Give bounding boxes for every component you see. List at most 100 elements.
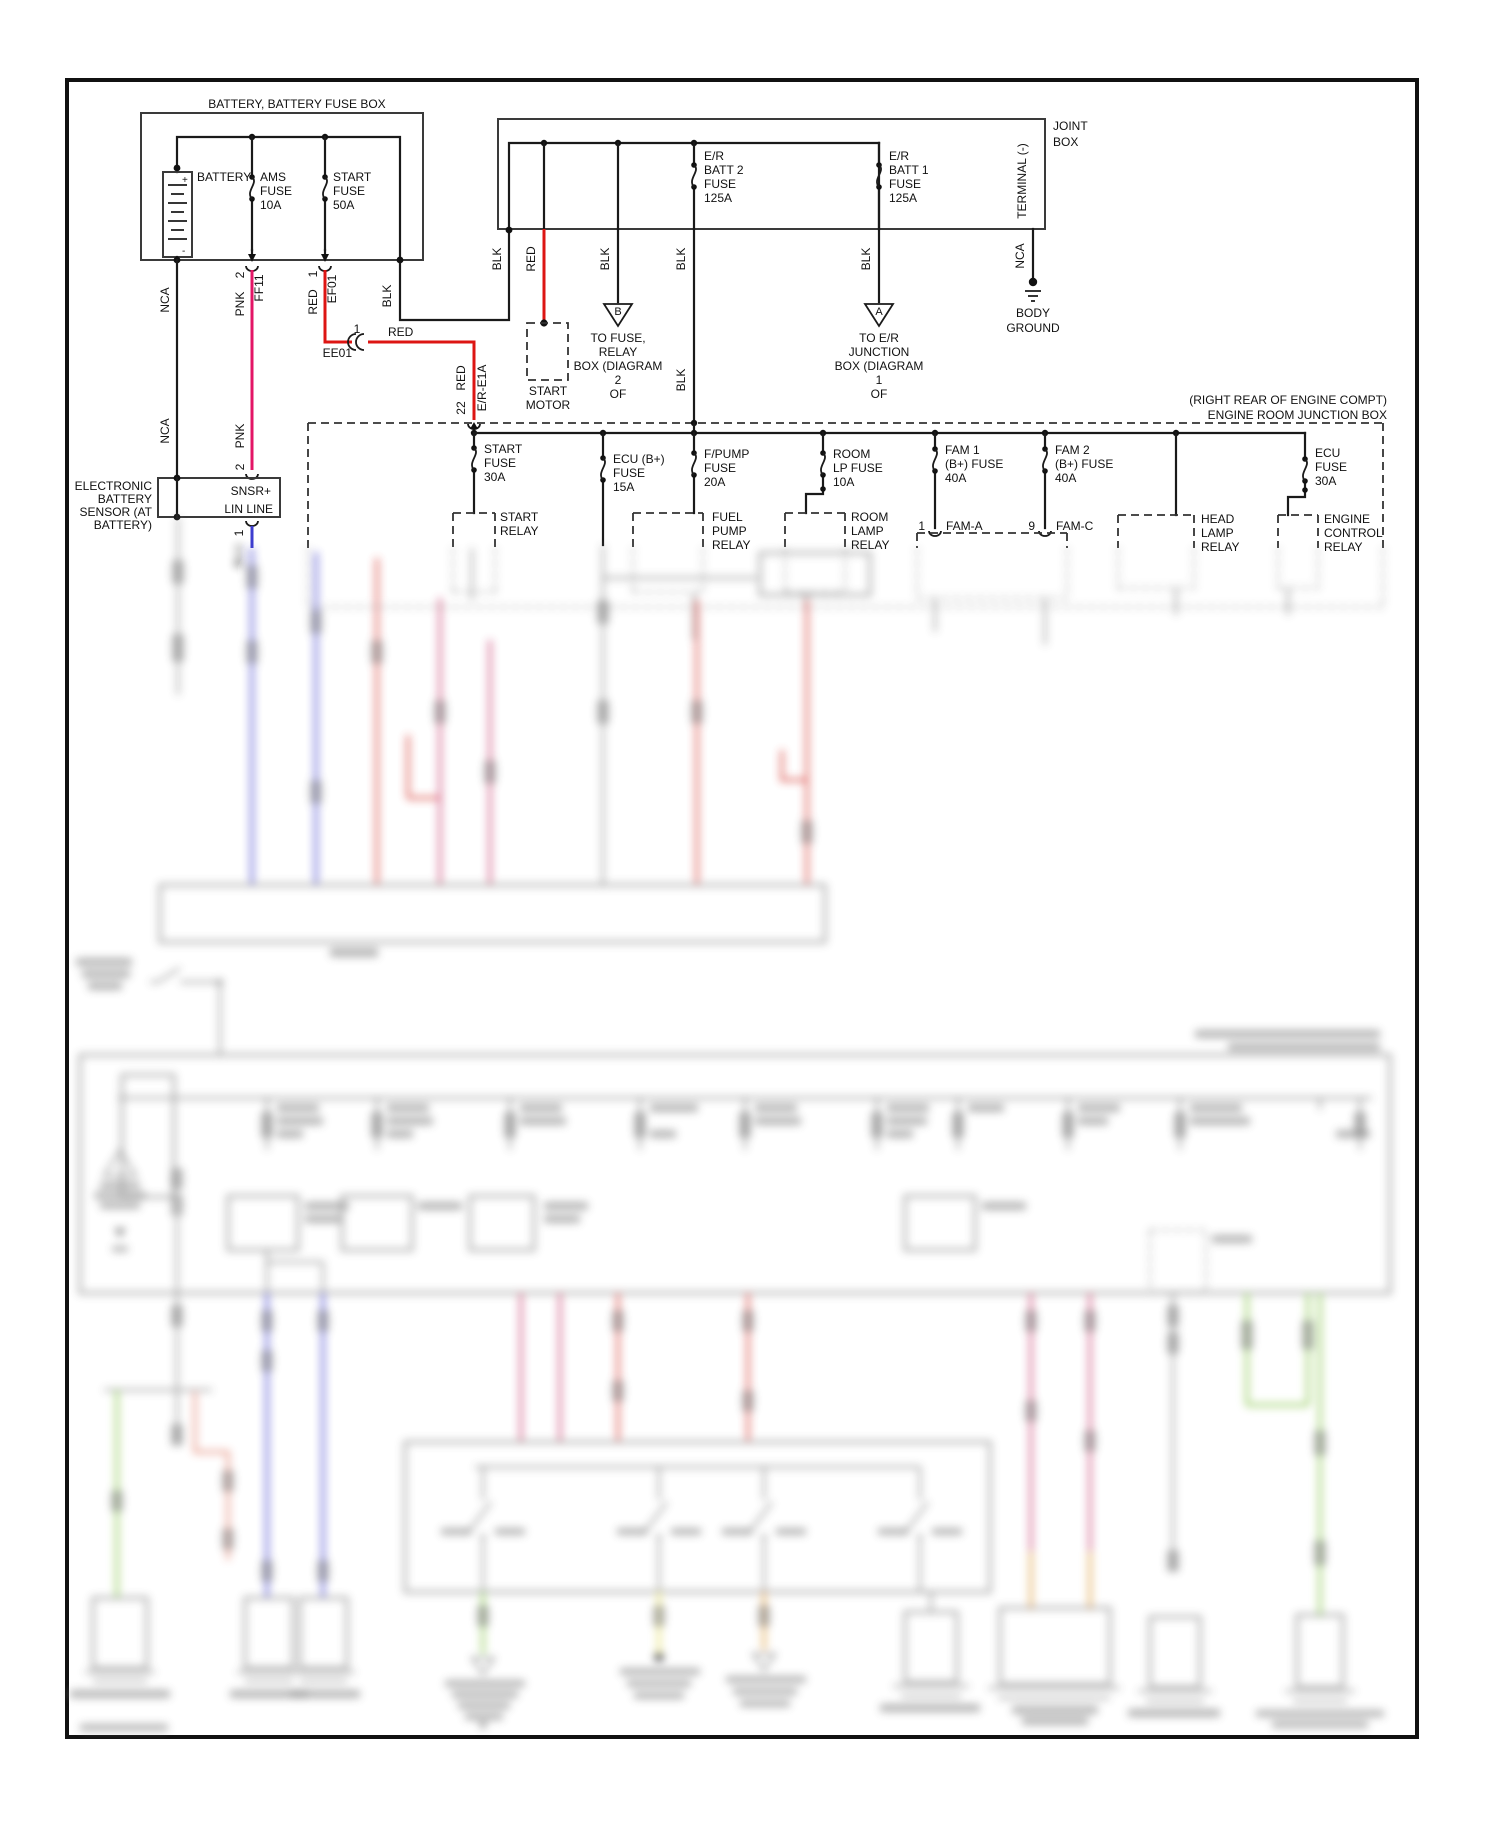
- svg-text:BOX (DIAGRAM: BOX (DIAGRAM: [835, 359, 924, 373]
- svg-text:FUSE: FUSE: [260, 184, 292, 198]
- svg-text:BATT 1: BATT 1: [889, 163, 929, 177]
- svg-text:FAM 1: FAM 1: [945, 443, 980, 457]
- svg-text:BATT 2: BATT 2: [704, 163, 744, 177]
- svg-text:FUSE: FUSE: [704, 177, 736, 191]
- page-border: [65, 78, 1419, 1739]
- svg-text:FAM 2: FAM 2: [1055, 443, 1090, 457]
- svg-text:LP FUSE: LP FUSE: [833, 461, 883, 475]
- er-batt1-fuse: E/R BATT 1 FUSE 125A: [876, 141, 929, 231]
- erjb-fam2-fuse: FAM 2 (B+) FUSE 40A 9 FAM-C: [1028, 431, 1113, 537]
- bottom-connectors: [70, 1596, 1384, 1728]
- svg-text:1: 1: [918, 519, 925, 533]
- svg-text:FUSE: FUSE: [704, 461, 736, 475]
- sensor-pin-snsr: SNSR+: [231, 484, 271, 498]
- er-batt2-fuse: E/R BATT 2 FUSE 125A: [691, 141, 744, 231]
- destination-b: B TO FUSE, RELAY BOX (DIAGRAM 2 OF: [574, 303, 663, 401]
- svg-text:125A: 125A: [889, 191, 917, 205]
- svg-text:RELAY: RELAY: [1201, 540, 1239, 554]
- svg-text:TO FUSE,: TO FUSE,: [590, 331, 645, 345]
- terminal-label: TERMINAL (-): [1015, 143, 1029, 219]
- svg-text:JUNCTION: JUNCTION: [849, 345, 910, 359]
- svg-text:OF: OF: [610, 387, 627, 401]
- svg-text:FUSE: FUSE: [484, 456, 516, 470]
- start-fuse-50a: START FUSE 50A: [318, 133, 372, 272]
- svg-text:50A: 50A: [333, 198, 354, 212]
- head-lamp-relay: HEAD LAMP RELAY: [1117, 431, 1239, 554]
- svg-text:HEAD: HEAD: [1201, 512, 1235, 526]
- erjb-fam1-fuse: FAM 1 (B+) FUSE 40A 1 FAM-A: [918, 431, 1003, 537]
- svg-text:E/R: E/R: [704, 149, 724, 163]
- svg-text:1: 1: [306, 270, 320, 277]
- svg-text:40A: 40A: [945, 471, 966, 485]
- room-lamp-relay: ROOM LAMP RELAY: [784, 510, 889, 552]
- svg-text:RELAY: RELAY: [851, 538, 889, 552]
- svg-text:PUMP: PUMP: [712, 524, 747, 538]
- svg-text:BATTERY: BATTERY: [98, 492, 152, 506]
- erjb-header-2: ENGINE ROOM JUNCTION BOX: [1208, 408, 1387, 422]
- svg-text:RED: RED: [388, 325, 414, 339]
- joint-box: JOINT BOX E/R BATT 2 FUSE 125A E/R BATT …: [497, 118, 1088, 234]
- fam-sub-box: [916, 532, 1068, 548]
- svg-text:20A: 20A: [704, 475, 725, 489]
- svg-text:FUSE: FUSE: [889, 177, 921, 191]
- wire-label-pnk-2: PNK: [233, 424, 247, 449]
- erjb-room-lp-fuse: ROOM LP FUSE 10A: [804, 431, 883, 515]
- joint-box-title: JOINT: [1053, 119, 1088, 133]
- wire-label-red: RED: [306, 289, 320, 315]
- start-relay: START RELAY: [452, 510, 539, 548]
- connector-fam-a: FAM-A: [946, 519, 983, 533]
- svg-text:LAMP: LAMP: [851, 524, 884, 538]
- svg-text:START: START: [529, 384, 568, 398]
- battery-output-wires: NCA NCA PNK 2 FF11 PNK 2 RED 1 EF01 BLK …: [158, 229, 511, 480]
- svg-text:START: START: [333, 170, 372, 184]
- svg-text:RED: RED: [454, 365, 468, 391]
- svg-text:+: +: [182, 175, 188, 186]
- svg-text:9: 9: [1028, 519, 1035, 533]
- svg-text:FUSE: FUSE: [1315, 460, 1347, 474]
- erjb-start-fuse: START FUSE 30A: [471, 431, 523, 515]
- svg-text:NCA: NCA: [1013, 243, 1027, 268]
- svg-text:BODY: BODY: [1016, 306, 1050, 320]
- blurred-lower-diagram: BLU: [70, 517, 1392, 1731]
- svg-text:ECU (B+): ECU (B+): [613, 452, 665, 466]
- svg-text:2: 2: [233, 271, 247, 278]
- svg-text:ECU: ECU: [1315, 446, 1340, 460]
- svg-text:BOX: BOX: [1053, 135, 1078, 149]
- svg-text:A: A: [875, 306, 883, 318]
- svg-text:BLK: BLK: [674, 248, 688, 271]
- wire-label-blk: BLK: [380, 285, 394, 308]
- svg-text:FUSE: FUSE: [613, 466, 645, 480]
- svg-text:30A: 30A: [1315, 474, 1336, 488]
- joint-box-output-wires: BLK RED BLK BLK BLK BLK NCA BODY GROUND: [490, 227, 1060, 423]
- svg-text:BATTERY): BATTERY): [94, 518, 152, 532]
- svg-text:B: B: [614, 306, 621, 318]
- ams-fuse: AMS FUSE 10A: [245, 133, 292, 272]
- svg-text:BLK: BLK: [490, 248, 504, 271]
- connector-fam-c: FAM-C: [1056, 519, 1094, 533]
- svg-text:ROOM: ROOM: [851, 510, 888, 524]
- svg-text:START: START: [484, 442, 523, 456]
- svg-text:RELAY: RELAY: [599, 345, 637, 359]
- svg-text:BOX (DIAGRAM: BOX (DIAGRAM: [574, 359, 663, 373]
- svg-text:ELECTRONIC: ELECTRONIC: [75, 479, 153, 493]
- battery-symbol: + -: [162, 164, 193, 262]
- erjb-ecu-b-fuse: ECU (B+) FUSE 15A: [600, 431, 665, 547]
- connector-ff11: FF11: [252, 274, 266, 301]
- svg-text:MOTOR: MOTOR: [526, 398, 571, 412]
- svg-text:1: 1: [232, 529, 246, 536]
- svg-text:OF: OF: [871, 387, 888, 401]
- svg-text:15A: 15A: [613, 480, 634, 494]
- svg-text:40A: 40A: [1055, 471, 1076, 485]
- svg-text:LAMP: LAMP: [1201, 526, 1234, 540]
- connector-ef01: EF01: [325, 274, 339, 303]
- svg-text:(B+) FUSE: (B+) FUSE: [945, 457, 1003, 471]
- svg-text:BLK: BLK: [674, 369, 688, 392]
- svg-text:SENSOR (AT: SENSOR (AT: [80, 505, 153, 519]
- svg-text:1: 1: [354, 322, 361, 336]
- engine-control-relay: ENGINE CONTROL RELAY: [1277, 512, 1383, 554]
- connector-ee01: 1 EE01 RED: [323, 322, 414, 360]
- svg-text:1: 1: [876, 373, 883, 387]
- connector-er-e1a: E/R-E1A: [475, 365, 489, 412]
- svg-text:ENGINE: ENGINE: [1324, 512, 1370, 526]
